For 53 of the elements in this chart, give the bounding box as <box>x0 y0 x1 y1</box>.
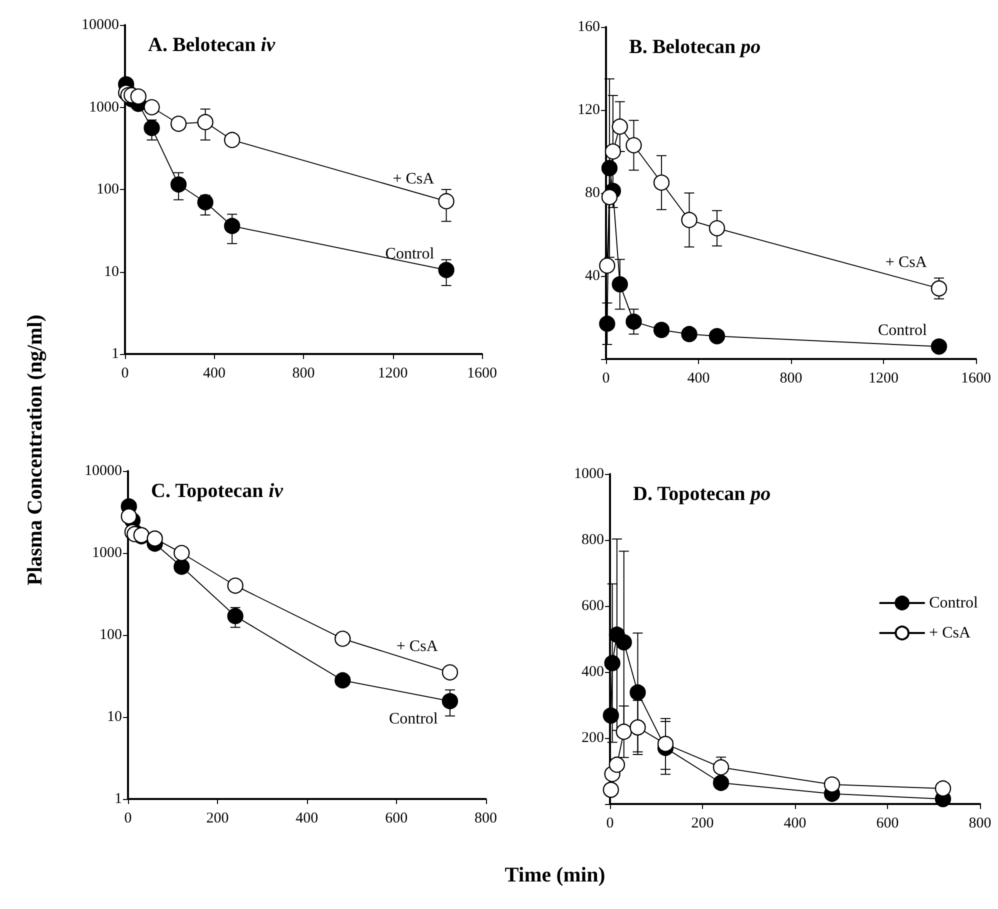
x-tick-label: 800 <box>968 816 992 832</box>
x-tick-label: 0 <box>606 816 614 832</box>
x-tick-label: 600 <box>876 816 899 832</box>
x-tick-label: 1200 <box>378 366 408 382</box>
x-tick-label: 400 <box>784 816 806 832</box>
x-tick-label: 0 <box>124 810 132 826</box>
x-tick-label: 400 <box>203 366 226 382</box>
x-tick-label: 200 <box>691 816 714 832</box>
x-axis-title: Time (min) <box>504 862 606 888</box>
y-tick-label: 100 <box>96 182 119 198</box>
y-tick-label: 1 <box>112 346 119 362</box>
y-tick-label: 10000 <box>82 17 119 33</box>
y-tick-label: 200 <box>582 730 604 746</box>
x-tick-label: 1600 <box>467 366 497 382</box>
y-tick-label: 1000 <box>89 99 119 116</box>
y-tick-label: 120 <box>578 102 600 118</box>
y-axis-title: Plasma Concentration (ng/ml) <box>22 314 48 586</box>
chart-title: C. Topotecan iv <box>151 480 284 502</box>
series-label: + CsA <box>392 170 435 188</box>
x-tick-label: 400 <box>687 370 710 386</box>
x-tick-label: 800 <box>780 370 802 386</box>
y-tick-label: 100 <box>100 627 122 643</box>
y-tick-label: 80 <box>585 185 600 201</box>
y-tick-label: 10000 <box>84 463 122 479</box>
chart-title: D. Topotecan po <box>633 483 771 505</box>
x-tick-label: 600 <box>385 810 408 826</box>
x-tick-label: 200 <box>206 810 229 826</box>
y-tick-label: 1 <box>114 791 122 807</box>
chart-title: A. Belotecan iv <box>148 34 276 56</box>
series-label: + CsA <box>885 254 928 271</box>
y-tick-label: 1000 <box>574 466 604 482</box>
x-tick-label: 0 <box>602 370 610 386</box>
x-tick-label: 1600 <box>961 370 991 386</box>
x-tick-label: 800 <box>292 366 315 382</box>
y-tick-label: 400 <box>582 664 604 680</box>
series-label: Control <box>388 710 438 728</box>
x-tick-label: 1200 <box>868 370 898 386</box>
legend-label: Control <box>929 594 979 612</box>
x-tick-label: 400 <box>296 810 318 826</box>
x-tick-label: 0 <box>121 366 129 382</box>
x-tick-label: 800 <box>474 810 497 826</box>
y-tick-label: 160 <box>578 19 600 35</box>
y-tick-label: 600 <box>582 598 604 614</box>
y-tick-label: 10 <box>107 709 122 725</box>
y-tick-label: 40 <box>585 268 600 284</box>
y-tick-label: 1000 <box>92 545 122 561</box>
series-label: Control <box>385 246 435 263</box>
y-tick-label: 10 <box>104 264 119 280</box>
y-tick-label: 800 <box>582 532 604 548</box>
chart-title: B. Belotecan po <box>629 36 761 58</box>
series-label: Control <box>878 322 928 340</box>
series-label: + CsA <box>396 638 438 655</box>
legend-label: + CsA <box>929 624 972 642</box>
